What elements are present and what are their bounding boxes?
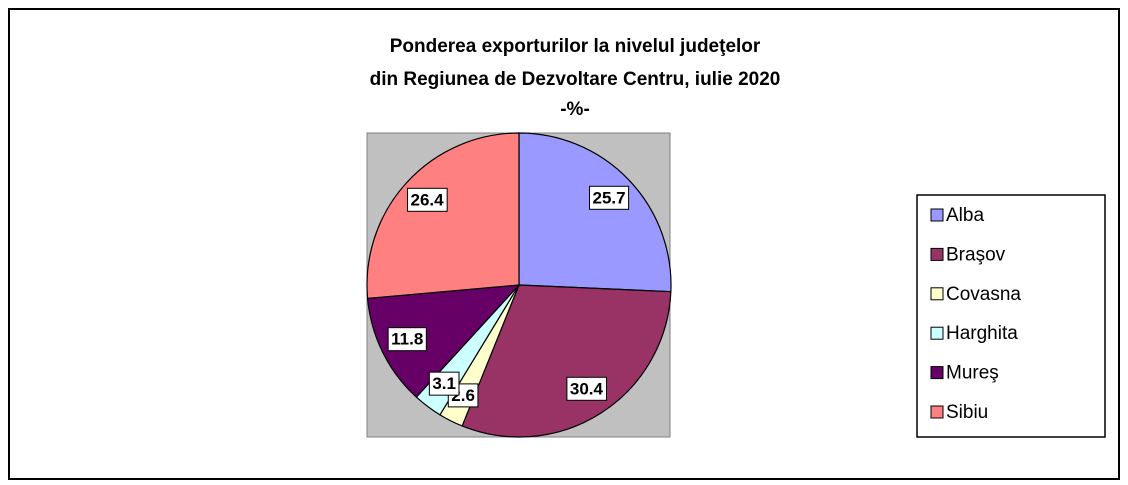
- data-label: 30.4: [570, 379, 604, 398]
- pie-slice: [366, 132, 520, 300]
- legend-label: Mureş: [946, 363, 999, 384]
- legend-label: Covasna: [946, 284, 1021, 305]
- legend-label: Alba: [946, 205, 984, 226]
- legend-label: Sibiu: [946, 402, 988, 423]
- pie-slice: [461, 284, 672, 438]
- data-label: 3.1: [432, 374, 456, 393]
- legend: [916, 194, 1106, 438]
- chart-title: Ponderea exporturilor la nivelul judeţel…: [390, 36, 761, 57]
- legend-label: Braşov: [946, 244, 1006, 265]
- legend-swatch: [930, 405, 944, 419]
- data-label-bg: [428, 371, 460, 396]
- legend-swatch: [930, 247, 944, 261]
- legend-swatch: [930, 287, 944, 301]
- pie-slice: [366, 284, 521, 398]
- legend-swatch: [930, 208, 944, 222]
- data-label: 25.7: [593, 188, 626, 207]
- data-label-bg: [407, 187, 448, 212]
- legend-label: Harghita: [946, 323, 1018, 344]
- data-label: 11.8: [391, 330, 423, 349]
- data-label-bg: [589, 185, 630, 210]
- pie-slice: [518, 132, 672, 293]
- data-label-bg: [566, 376, 608, 401]
- chart-subtitle: -%-: [560, 99, 590, 120]
- data-label: 26.4: [411, 190, 445, 209]
- legend-swatch: [930, 326, 944, 340]
- chart-title: din Regiunea de Dezvoltare Centru, iulie…: [370, 69, 781, 90]
- legend-swatch: [930, 366, 944, 380]
- data-label-bg: [387, 327, 427, 352]
